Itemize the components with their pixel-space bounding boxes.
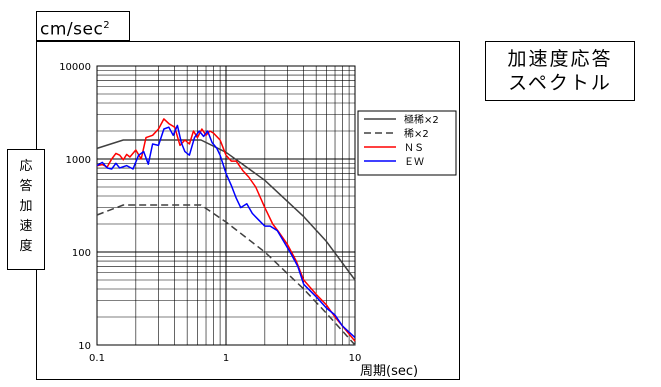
y-axis-label-char: 答 bbox=[19, 179, 33, 194]
x-tick-label: 10 bbox=[349, 353, 362, 364]
chart-title: 加速度応答 スペクトル bbox=[485, 41, 635, 101]
series-line bbox=[96, 118, 356, 342]
y-axis-label-char: 速 bbox=[19, 219, 33, 234]
legend-label: 稀×2 bbox=[404, 127, 429, 140]
series-line bbox=[96, 139, 356, 281]
y-tick-label: 1000 bbox=[66, 155, 91, 166]
series-line bbox=[96, 204, 356, 346]
chart-title-line1: 加速度応答 bbox=[507, 48, 613, 70]
y-axis-label: 応 答 加 速 度 bbox=[7, 149, 45, 270]
y-axis-label-char: 度 bbox=[19, 239, 33, 254]
unit-power: 2 bbox=[103, 20, 111, 31]
y-tick-label: 10000 bbox=[59, 62, 91, 73]
y-tick-label: 100 bbox=[72, 248, 91, 259]
unit-base: cm/sec bbox=[40, 19, 104, 40]
x-tick-label: 0.1 bbox=[89, 353, 105, 364]
grid bbox=[96, 65, 356, 346]
series-lines bbox=[96, 118, 356, 346]
legend-label: ＮＳ bbox=[404, 143, 424, 154]
legend-label: 極稀×2 bbox=[404, 113, 439, 126]
unit-label: cm/sec2 bbox=[36, 11, 130, 41]
series-line bbox=[96, 124, 356, 339]
legend: 極稀×2稀×2 ＮＳ ＥＷ bbox=[357, 110, 457, 176]
legend-label: ＥＷ bbox=[404, 157, 424, 168]
legend-box bbox=[357, 110, 457, 176]
y-axis-label-char: 応 bbox=[19, 159, 33, 174]
y-tick-label: 10 bbox=[78, 341, 91, 352]
chart-title-line2: スペクトル bbox=[508, 72, 612, 94]
x-axis-label: 周期(sec) bbox=[360, 364, 418, 379]
x-tick-label: 1 bbox=[223, 353, 229, 364]
tick-labels: 0.1 1 10 10 100 1000 10000 bbox=[59, 62, 361, 364]
y-axis-label-char: 加 bbox=[19, 199, 33, 214]
